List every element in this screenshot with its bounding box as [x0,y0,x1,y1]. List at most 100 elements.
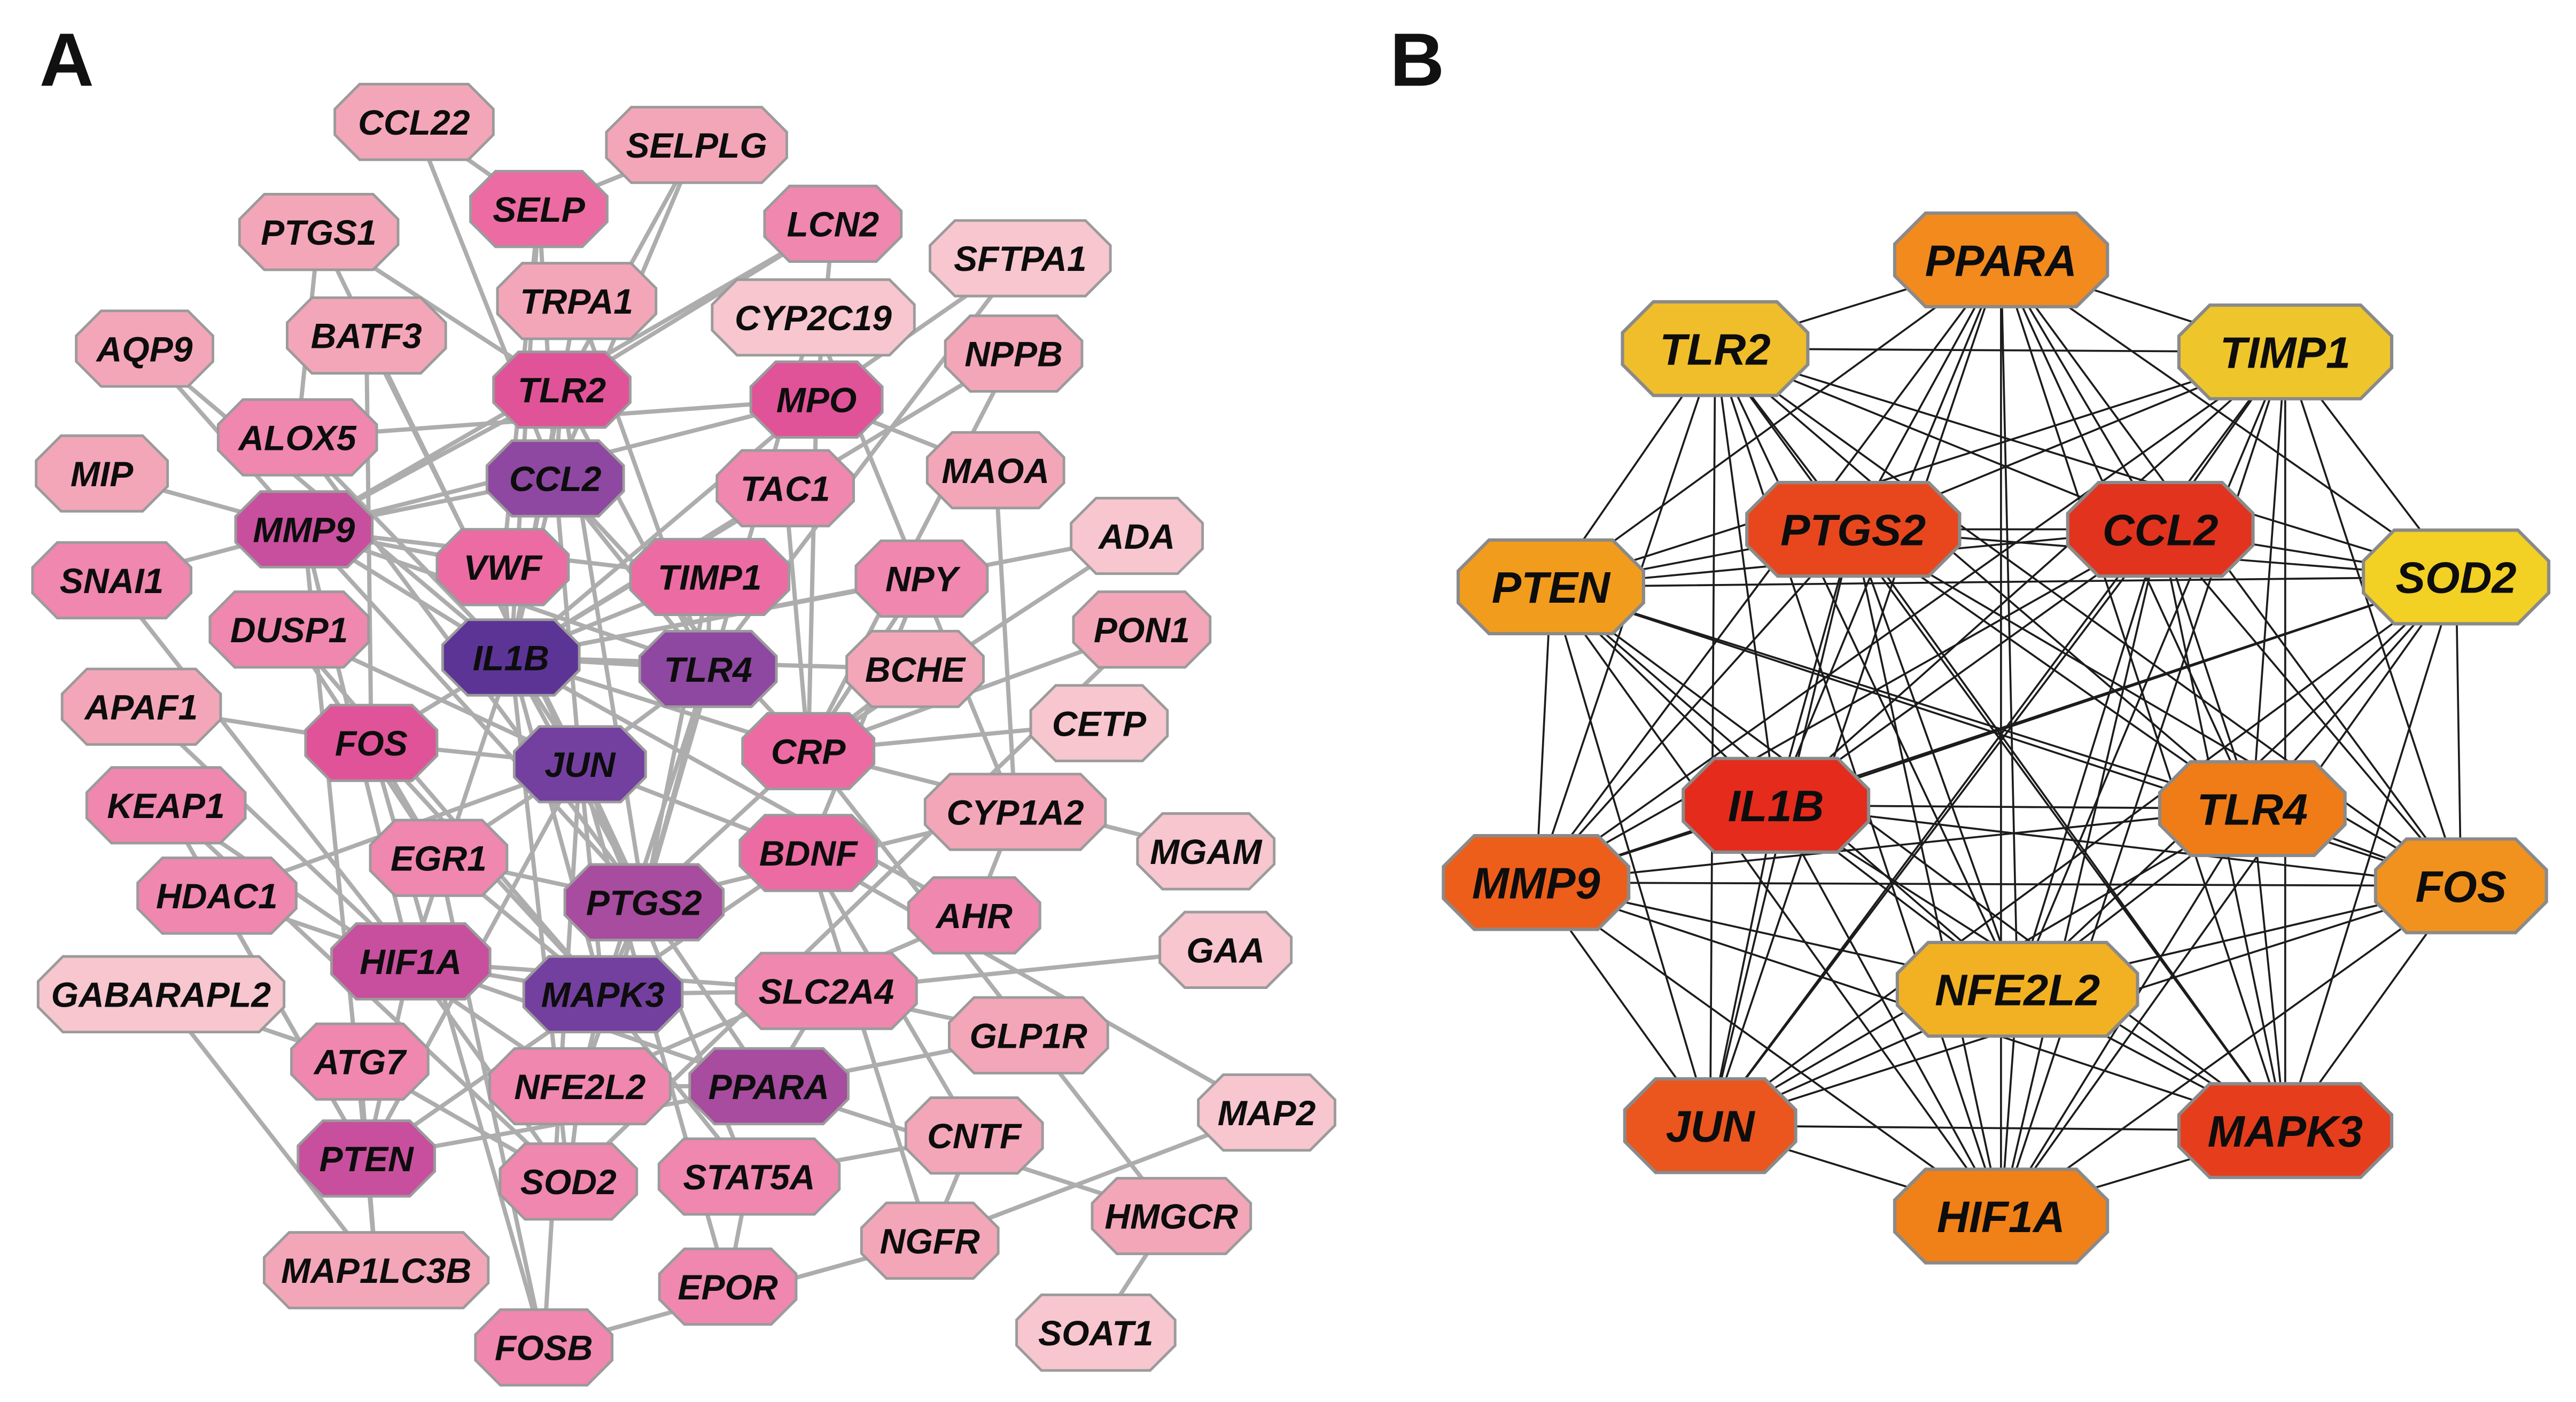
node-soat1: SOAT1 [1015,1294,1177,1372]
panel-b-node-layer: PPARA TLR2 TIMP1 PTGS2 CCL2 PTEN SOD2 IL1B TLR4 M… [1442,211,2551,1265]
panel-b-edge-layer [1535,259,2462,1217]
node-ptgs2: PTGS2 [563,863,725,941]
gene-node-shape [1442,834,1631,931]
node-sod2: SOD2 [499,1142,639,1221]
gene-node-shape [136,856,298,935]
gene-node-shape [1623,1077,1797,1174]
network-edge [2284,576,2457,1132]
node-nfe2l2: NFE2L2 [1895,940,2139,1038]
node-ppara: PPARA [1893,211,2110,309]
network-edge [2251,350,2286,810]
gene-node-shape [1072,590,1212,669]
network-edge [1709,259,2002,1127]
node-tlr4: TLR4 [2158,760,2347,858]
network-edge [806,851,1269,1115]
gene-node-shape [485,439,625,518]
node-selp: SELP [469,169,609,248]
node-ccl22: CCL22 [333,83,495,161]
node-stat5a: STAT5A [657,1137,841,1216]
gene-node-shape [488,1047,672,1126]
node-snai1: SNAI1 [31,541,193,620]
node-tlr4: TLR4 [638,629,778,708]
gene-node-shape [1893,1167,2110,1265]
node-epor: EPOR [658,1247,798,1326]
node-vwf: VWF [435,528,570,606]
gene-node-shape [285,296,447,375]
gene-node-shape [35,434,169,513]
node-fosb: FOSB [474,1308,614,1387]
network-edge [1550,586,2254,810]
gene-node-shape [1070,496,1204,575]
gene-node-shape [208,590,370,669]
network-edge [1714,347,1777,807]
gene-node-shape [1682,757,1871,854]
gene-node-shape [741,712,876,790]
gene-node-shape [1015,1294,1177,1372]
network-edge [1852,528,2019,991]
network-edge [1714,347,2286,1132]
node-cetp: CETP [1029,684,1169,762]
node-hdac1: HDAC1 [136,856,298,935]
gene-node-shape [711,278,916,357]
panel-a-node-layer: CCL22 SELPLG PTGS1 SELP LCN2 SFTPA1 TRPA1 CYP2C… [31,83,1336,1387]
network-edge [1852,528,2462,887]
node-ccl2: CCL2 [2066,481,2255,578]
network-edge [1714,347,2457,578]
gene-node-shape [907,876,1041,955]
network-edge [1535,350,2286,884]
network-edge [2016,350,2286,991]
gene-node-shape [512,725,647,804]
gene-node-shape [854,539,989,618]
network-edge [1535,528,1855,884]
node-keap1: KEAP1 [85,766,247,845]
network-edge [1535,528,2161,884]
network-edge [1852,528,2286,1132]
node-bche: BCHE [845,629,985,708]
gene-node-shape [1895,940,2139,1038]
gene-node-shape [904,1096,1044,1175]
gene-node-shape [1745,481,1962,578]
gene-node-shape [860,1201,1000,1280]
node-slc2a4: SLC2A4 [735,952,918,1030]
network-edge [806,851,932,1243]
gene-node-shape [2362,528,2551,626]
node-map2: MAP2 [1197,1073,1336,1152]
network-edge [1535,807,2254,884]
gene-node-shape [1136,812,1276,891]
gene-node-shape [1197,1073,1336,1152]
node-crp: CRP [741,712,876,790]
gene-node-shape [75,309,214,388]
network-edge [110,578,413,964]
gene-node-shape [629,538,791,617]
network-edge [1775,350,2286,807]
node-tlr2: TLR2 [492,350,632,429]
gene-node-shape [216,398,378,477]
gene-node-shape [330,922,492,1001]
network-edge [2000,259,2286,1132]
gene-node-shape [369,819,509,897]
node-il1b: IL1B [441,618,581,697]
panel-a-label: A [40,18,94,102]
node-hmgcr: HMGCR [1091,1177,1252,1256]
gene-node-shape [2177,1082,2394,1179]
gene-node-shape [60,667,222,746]
gene-node-shape [638,629,778,708]
node-nfe2l2: NFE2L2 [488,1047,672,1126]
node-il1b: IL1B [1682,757,1871,854]
network-edge [2284,350,2462,887]
gene-node-shape [1621,300,1810,398]
node-ptgs2: PTGS2 [1745,481,1962,578]
node-ptgs1: PTGS1 [238,193,400,271]
gene-node-shape [605,106,788,184]
node-ppara: PPARA [688,1047,850,1126]
network-edge [1550,350,2286,588]
gene-node-shape [948,996,1109,1074]
node-cyp2c19: CYP2C19 [711,278,916,357]
gene-node-shape [238,193,400,271]
gene-node-shape [749,360,884,439]
node-mpo: MPO [749,360,884,439]
gene-node-shape [496,262,658,340]
node-pon1: PON1 [1072,590,1212,669]
gene-node-shape [735,952,918,1030]
gene-node-shape [923,773,1107,851]
